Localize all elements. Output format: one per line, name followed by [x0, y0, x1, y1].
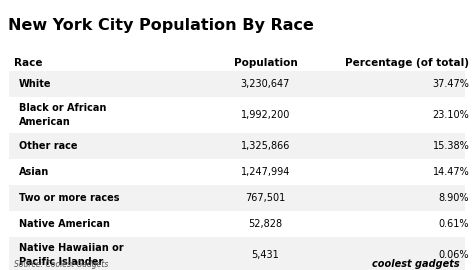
Text: Race: Race: [14, 58, 43, 68]
Text: 15.38%: 15.38%: [432, 141, 469, 151]
Text: Black or African
American: Black or African American: [19, 103, 106, 127]
Text: 1,325,866: 1,325,866: [241, 141, 290, 151]
Text: coolest gadgets: coolest gadgets: [372, 259, 460, 269]
Text: 52,828: 52,828: [248, 219, 283, 229]
Text: 5,431: 5,431: [252, 250, 279, 260]
Text: 1,247,994: 1,247,994: [241, 167, 290, 177]
Text: Native American: Native American: [19, 219, 110, 229]
Text: Two or more races: Two or more races: [19, 193, 119, 203]
Text: 0.61%: 0.61%: [439, 219, 469, 229]
Text: 8.90%: 8.90%: [439, 193, 469, 203]
Text: Percentage (of total): Percentage (of total): [345, 58, 469, 68]
Text: Source: Coolest Gadgets: Source: Coolest Gadgets: [14, 260, 109, 269]
Text: Native Hawaiian or
Pacific Islander: Native Hawaiian or Pacific Islander: [19, 243, 124, 266]
Text: Other race: Other race: [19, 141, 77, 151]
Text: White: White: [19, 79, 52, 89]
Text: 23.10%: 23.10%: [432, 110, 469, 120]
Text: 0.06%: 0.06%: [439, 250, 469, 260]
Text: 37.47%: 37.47%: [432, 79, 469, 89]
Text: 1,992,200: 1,992,200: [241, 110, 290, 120]
Text: Asian: Asian: [19, 167, 49, 177]
Text: 14.47%: 14.47%: [432, 167, 469, 177]
Text: 3,230,647: 3,230,647: [241, 79, 290, 89]
Text: 767,501: 767,501: [246, 193, 285, 203]
Text: New York City Population By Race: New York City Population By Race: [8, 18, 314, 33]
Text: Population: Population: [234, 58, 297, 68]
